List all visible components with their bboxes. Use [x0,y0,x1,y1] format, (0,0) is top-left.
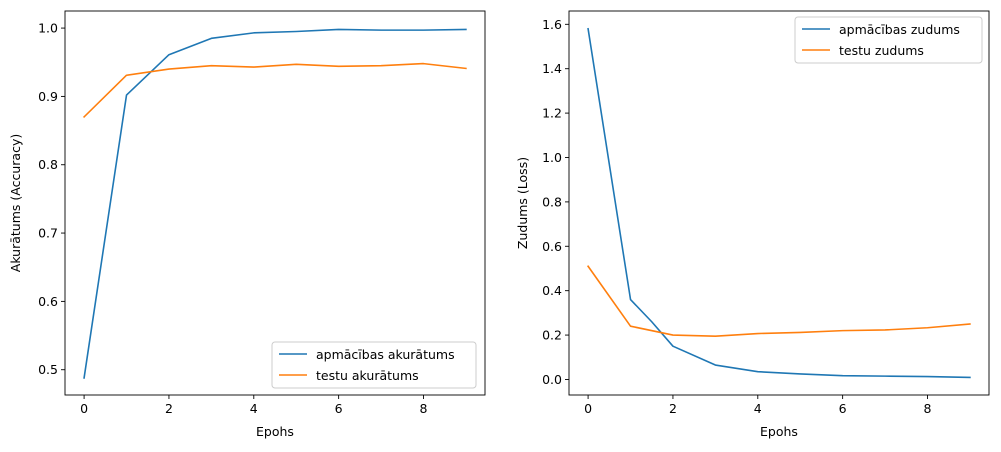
loss-y-tick-label-2: 0.4 [542,283,562,298]
loss-y-axis-label: Zudums (Loss) [515,157,530,249]
loss-y-tick-label-5: 1.0 [542,150,562,165]
loss-lines [586,27,971,379]
loss-legend-label-train: apmācības zudums [839,22,960,37]
accuracy-y-tick-label-2: 0.7 [38,226,58,241]
accuracy-x-tick-label-0: 0 [80,401,88,416]
accuracy-series-line-1 [82,62,467,119]
accuracy-x-tick-label-8: 8 [420,401,428,416]
loss-y-tick-label-7: 1.4 [542,61,562,76]
loss-y-tick-label-8: 1.6 [542,17,562,32]
accuracy-x-tick-label-2: 2 [165,401,173,416]
loss-plot-frame [568,10,990,396]
accuracy-series-line-0 [83,28,467,379]
accuracy-x-tick-label-4: 4 [250,401,258,416]
loss-legend-box [794,16,983,64]
accuracy-legend-box [271,341,477,389]
loss-y-tick-label-1: 0.2 [542,328,562,343]
loss-chart: 0 2 4 6 8 0.0 0.2 0.4 0.6 0.8 1.0 1.2 1.4 1.6 Epohs Z… [515,10,990,439]
loss-x-tick-label-4: 4 [754,401,762,416]
accuracy-x-axis-label: Epohs [256,424,294,439]
accuracy-ticks: 0 2 4 6 8 0.5 0.6 0.7 0.8 0.9 1.0 [38,21,427,416]
loss-series-line-1 [586,265,971,337]
accuracy-plot-frame [64,10,486,396]
accuracy-chart: 0 2 4 6 8 0.5 0.6 0.7 0.8 0.9 1.0 Epohs Akurātums … [8,10,486,439]
loss-y-tick-label-6: 1.2 [542,106,562,121]
accuracy-legend: apmācības akurātums testu akurātums [271,341,477,389]
accuracy-y-tick-label-5: 1.0 [38,21,58,36]
loss-x-tick-label-6: 6 [839,401,847,416]
accuracy-lines [82,28,467,379]
accuracy-x-tick-label-6: 6 [335,401,343,416]
accuracy-y-axis-label: Akurātums (Accuracy) [8,134,23,272]
accuracy-legend-label-test: testu akurātums [316,368,419,383]
accuracy-y-tick-label-0: 0.5 [38,362,58,377]
loss-legend: apmācības zudums testu zudums [794,16,983,64]
accuracy-y-tick-label-3: 0.8 [38,157,58,172]
accuracy-legend-label-train: apmācības akurātums [316,347,455,362]
loss-y-tick-label-0: 0.0 [542,372,562,387]
accuracy-y-tick-label-4: 0.9 [38,89,58,104]
loss-y-tick-label-4: 0.8 [542,194,562,209]
loss-x-tick-label-0: 0 [584,401,592,416]
loss-series-line-0 [587,27,971,379]
loss-ticks: 0 2 4 6 8 0.0 0.2 0.4 0.6 0.8 1.0 1.2 1.4 1.6 [542,17,931,416]
loss-y-tick-label-3: 0.6 [542,239,562,254]
loss-x-axis-label: Epohs [760,424,798,439]
loss-legend-label-test: testu zudums [839,43,924,58]
accuracy-y-tick-label-1: 0.6 [38,294,58,309]
loss-x-tick-label-2: 2 [669,401,677,416]
loss-x-tick-label-8: 8 [924,401,932,416]
